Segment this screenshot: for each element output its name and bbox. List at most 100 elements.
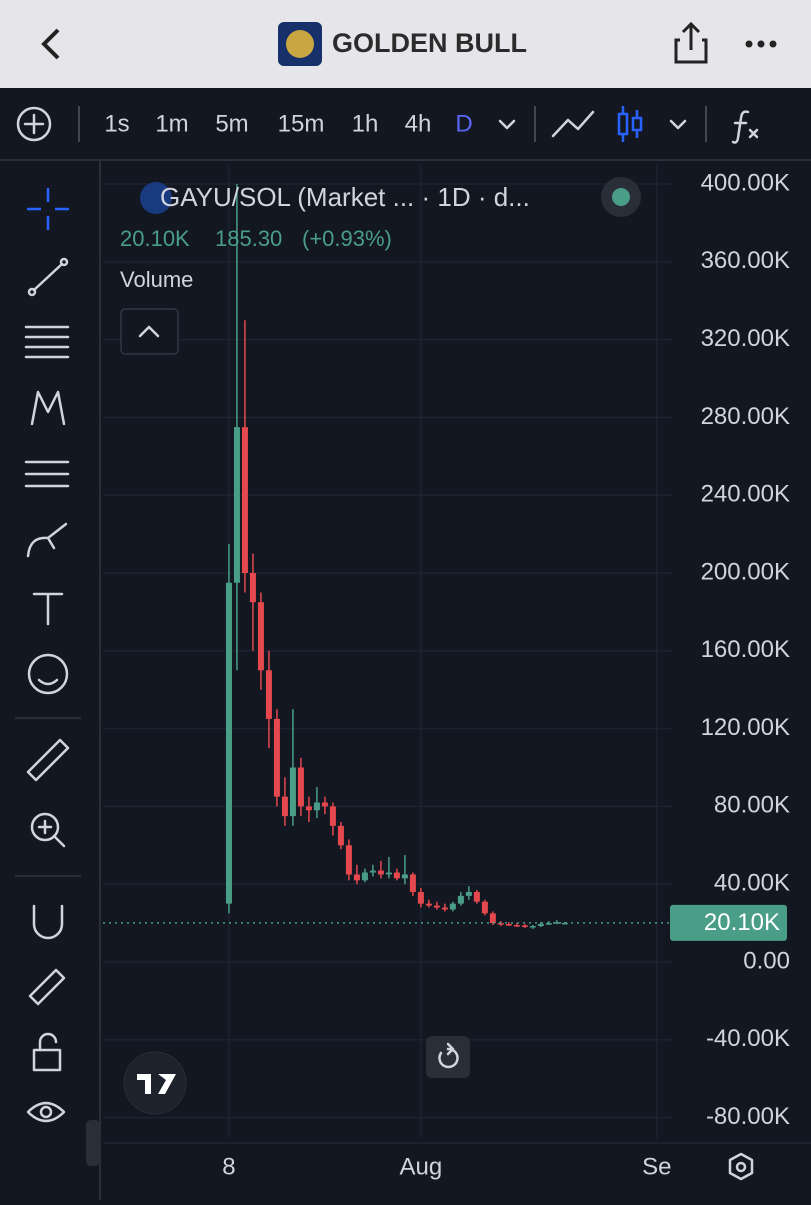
y-tick-label: 200.00K	[701, 558, 790, 585]
interval-option[interactable]: 1m	[155, 110, 188, 137]
candle-body	[521, 925, 528, 927]
candle-chart-button[interactable]	[617, 106, 643, 142]
interval-option[interactable]: D	[455, 110, 472, 137]
symbol-title: GAYU/SOL (Market ... · 1D · d...	[160, 182, 530, 212]
y-tick-label: 400.00K	[701, 169, 790, 196]
candle-body	[465, 891, 472, 896]
candle-body	[385, 872, 392, 875]
x-tick-label: 8	[222, 1153, 235, 1180]
y-tick-label: 120.00K	[701, 714, 790, 741]
back-button[interactable]	[41, 28, 60, 60]
candle-body	[409, 874, 416, 892]
symbol-logo	[140, 182, 172, 214]
legend-price: 20.10K	[120, 226, 190, 251]
candle-body	[345, 845, 352, 875]
more-button[interactable]	[745, 40, 777, 48]
candle-body	[401, 874, 408, 879]
candle-body	[241, 427, 248, 574]
token-logo-emblem	[286, 30, 314, 58]
candle-body	[457, 895, 464, 904]
collapse-legend-button[interactable]	[120, 308, 179, 355]
candle-body	[257, 602, 264, 671]
last-price-label: 20.10K	[704, 909, 780, 936]
study-label: Volume	[120, 267, 193, 292]
lock-drawing-tool[interactable]	[28, 968, 66, 1006]
collapse-tools-button[interactable]	[86, 1120, 100, 1166]
y-tick-label: 40.00K	[714, 870, 790, 897]
candle-body	[321, 802, 328, 807]
x-tick-label: Se	[642, 1153, 671, 1180]
candle-body	[233, 427, 240, 583]
candle-body	[441, 907, 448, 910]
y-tick-label: 280.00K	[701, 403, 790, 430]
brush-tool[interactable]	[26, 522, 68, 558]
interval-dropdown[interactable]	[498, 119, 516, 130]
candle-body	[513, 925, 520, 927]
y-tick-label: 160.00K	[701, 636, 790, 663]
candle-body	[225, 582, 232, 904]
ruler-tool[interactable]	[26, 738, 70, 782]
candle-body	[281, 796, 288, 817]
magnet-tool[interactable]	[32, 904, 64, 940]
crosshair-tool[interactable]	[27, 188, 69, 230]
tv-logo-mark	[137, 1074, 176, 1094]
interval-option[interactable]: 5m	[215, 110, 248, 137]
candle-body	[473, 891, 480, 902]
chart-type-dropdown[interactable]	[669, 119, 687, 130]
candle-body	[353, 874, 360, 881]
interval-option[interactable]: 15m	[278, 110, 325, 137]
text-tool[interactable]	[32, 592, 64, 626]
candle-body	[377, 870, 384, 875]
legend-change-pct: (+0.93%)	[302, 226, 392, 251]
interval-option[interactable]: 1h	[352, 110, 379, 137]
y-tick-label: 80.00K	[714, 792, 790, 819]
x-tick-label: Aug	[400, 1153, 443, 1180]
candle-body	[273, 718, 280, 797]
reset-chart-button[interactable]	[426, 1036, 470, 1078]
candle-body	[313, 802, 320, 811]
last-price-badge	[670, 904, 787, 941]
fib-tool[interactable]	[24, 325, 70, 359]
y-tick-label: 0.00	[743, 947, 790, 974]
candle-body	[433, 905, 440, 908]
y-tick-label: 320.00K	[701, 325, 790, 352]
emoji-tool[interactable]	[27, 653, 69, 695]
lock-tool[interactable]	[32, 1032, 62, 1072]
share-button[interactable]	[674, 21, 708, 64]
candle-body	[537, 924, 544, 927]
prediction-tool[interactable]	[24, 460, 70, 488]
legend-change: 185.30	[215, 226, 282, 251]
y-tick-label: 240.00K	[701, 481, 790, 508]
candle-body	[289, 767, 296, 817]
tv-logo[interactable]	[123, 1051, 187, 1115]
pattern-tool[interactable]	[30, 390, 66, 426]
trend-line-tool[interactable]	[27, 257, 69, 297]
interval-option[interactable]: 4h	[405, 110, 432, 137]
line-chart-button[interactable]	[551, 110, 595, 138]
candle-body	[337, 825, 344, 846]
candle-body	[489, 913, 496, 924]
indicators-button[interactable]	[731, 110, 759, 144]
candle-body	[481, 901, 488, 914]
candle-body	[305, 806, 312, 811]
candle-body	[417, 891, 424, 904]
candle-body	[545, 923, 552, 925]
header-title: GOLDEN BULL	[332, 28, 527, 58]
interval-option[interactable]: 1s	[104, 110, 129, 137]
candle-body	[449, 903, 456, 910]
candle-body	[249, 573, 256, 603]
add-symbol-button[interactable]	[16, 106, 52, 142]
visibility-tool[interactable]	[26, 1101, 66, 1123]
candle-body	[393, 872, 400, 879]
candle-body	[297, 767, 304, 807]
candle-body	[425, 903, 432, 906]
reset-icon	[438, 1042, 459, 1069]
settings-button[interactable]	[728, 1152, 754, 1181]
candle-body	[505, 924, 512, 926]
candle-body	[497, 923, 504, 925]
zoom-tool[interactable]	[30, 812, 66, 848]
candle-body	[361, 872, 368, 881]
candle-body	[561, 922, 568, 925]
